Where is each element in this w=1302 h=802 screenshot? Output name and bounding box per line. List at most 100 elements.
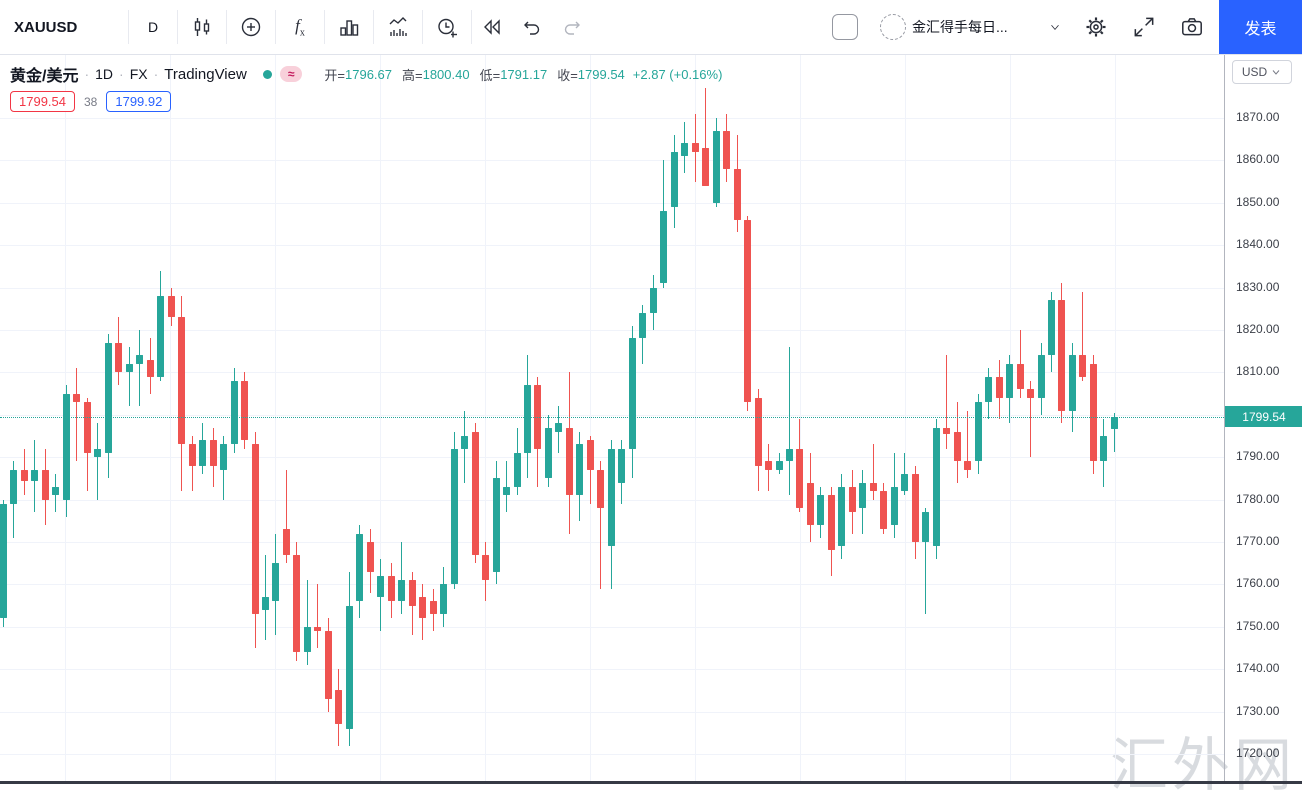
candle xyxy=(209,440,217,466)
symbol-label: XAUUSD xyxy=(14,18,78,36)
candle xyxy=(869,482,877,492)
axis-price-label: 1790.00 xyxy=(1236,449,1280,464)
toolbar-separator xyxy=(177,10,178,44)
candle xyxy=(31,469,39,481)
candle-wick xyxy=(139,330,141,407)
interval-button[interactable]: D xyxy=(129,0,177,54)
candle xyxy=(754,397,762,466)
replay-button[interactable] xyxy=(472,0,512,54)
snapshot-button[interactable] xyxy=(1174,0,1210,54)
candle-wick xyxy=(97,423,99,500)
undo-button[interactable] xyxy=(512,0,552,54)
settings-button[interactable] xyxy=(1078,0,1114,54)
candle xyxy=(544,427,552,479)
candle xyxy=(345,605,353,729)
candle xyxy=(712,130,720,203)
legend-separator: · xyxy=(153,66,159,82)
chart-style-button[interactable] xyxy=(178,0,226,54)
candle xyxy=(733,168,741,220)
candle xyxy=(827,495,835,551)
symbol-button[interactable]: XAUUSD xyxy=(0,0,128,54)
compare-add-button[interactable] xyxy=(227,0,275,54)
chevron-down-icon xyxy=(1272,70,1280,75)
candle xyxy=(607,448,615,547)
grid-line-h xyxy=(0,669,1224,671)
candle-wick xyxy=(946,355,948,449)
candle xyxy=(503,486,511,496)
axis-price-label: 1840.00 xyxy=(1236,237,1280,252)
candle xyxy=(565,427,573,496)
candle-wick xyxy=(306,580,308,665)
axis-price-label: 1760.00 xyxy=(1236,576,1280,591)
candle xyxy=(450,448,458,585)
candle xyxy=(1037,355,1045,398)
financials-button[interactable] xyxy=(325,0,373,54)
candle xyxy=(1100,436,1108,462)
select-checkbox[interactable] xyxy=(832,14,858,40)
candle xyxy=(911,474,919,542)
redo-icon xyxy=(564,21,580,35)
candle xyxy=(83,402,91,453)
candle-wick xyxy=(967,410,969,479)
candle xyxy=(974,402,982,462)
candle xyxy=(628,338,636,449)
candle xyxy=(282,529,290,555)
fullscreen-button[interactable] xyxy=(1126,0,1162,54)
candle xyxy=(524,385,531,453)
axis-price-label: 1820.00 xyxy=(1236,322,1280,336)
candle-wick xyxy=(1030,380,1032,458)
candle xyxy=(786,448,793,462)
currency-selector[interactable]: USD xyxy=(1232,60,1292,84)
candle xyxy=(146,359,154,377)
delayed-data-badge[interactable]: ≈ xyxy=(279,66,303,82)
alert-button[interactable] xyxy=(423,0,471,54)
candle xyxy=(398,580,406,602)
indicator-template-icon xyxy=(389,17,407,36)
grid-line-h xyxy=(0,330,1224,331)
candle xyxy=(660,211,668,284)
grid-line-h xyxy=(0,245,1224,247)
open-label: 开= xyxy=(324,67,345,83)
close-label: 收= xyxy=(557,67,578,83)
toolbar-separator xyxy=(422,10,423,44)
candle xyxy=(817,495,825,526)
candle xyxy=(188,444,196,466)
redo-button[interactable] xyxy=(552,0,592,54)
candle-wick xyxy=(76,368,78,462)
candle xyxy=(618,448,626,483)
candle xyxy=(796,448,804,509)
candle xyxy=(230,380,238,445)
chart-pane[interactable]: 黄金/美元 · 1D · FX · TradingView ≈ 开= 1796.6… xyxy=(0,55,1224,781)
legend-interval[interactable]: 1D xyxy=(95,66,114,82)
candle xyxy=(94,448,102,458)
candle xyxy=(199,440,207,466)
indicator-templates-button[interactable] xyxy=(374,0,422,54)
legend-provider: TradingView xyxy=(164,65,247,83)
candle xyxy=(303,626,311,653)
legend-symbol-title[interactable]: 黄金/美元 xyxy=(10,68,79,85)
sell-price-button[interactable]: 1799.54 xyxy=(10,91,75,112)
candle xyxy=(104,342,112,453)
candle xyxy=(513,452,521,487)
layout-dropdown-button[interactable] xyxy=(1044,0,1066,54)
price-axis[interactable]: USD 1870.00 1860.00 1850.00 1840.00 1830.00 1… xyxy=(1224,55,1302,781)
candle xyxy=(178,317,186,445)
layout-name-button[interactable]: 金汇得手每日... xyxy=(912,0,1040,54)
grid-line-h xyxy=(0,584,1224,586)
candle xyxy=(492,478,500,572)
buy-price-button[interactable]: 1799.92 xyxy=(106,91,172,112)
candle-wick xyxy=(872,444,874,500)
candle xyxy=(241,380,249,441)
candle xyxy=(691,143,699,152)
candle xyxy=(272,563,280,602)
grid-line-v xyxy=(380,55,381,781)
axis-price-label: 1830.00 xyxy=(1236,279,1280,294)
axis-price-label: 1870.00 xyxy=(1236,110,1280,124)
candle xyxy=(125,363,133,373)
indicators-button[interactable]: fx xyxy=(276,0,324,54)
publish-button[interactable]: 发表 xyxy=(1219,0,1302,54)
candle xyxy=(62,393,70,500)
low-label: 低= xyxy=(479,67,501,83)
candle xyxy=(115,342,123,373)
realtime-dot-icon xyxy=(262,69,272,79)
